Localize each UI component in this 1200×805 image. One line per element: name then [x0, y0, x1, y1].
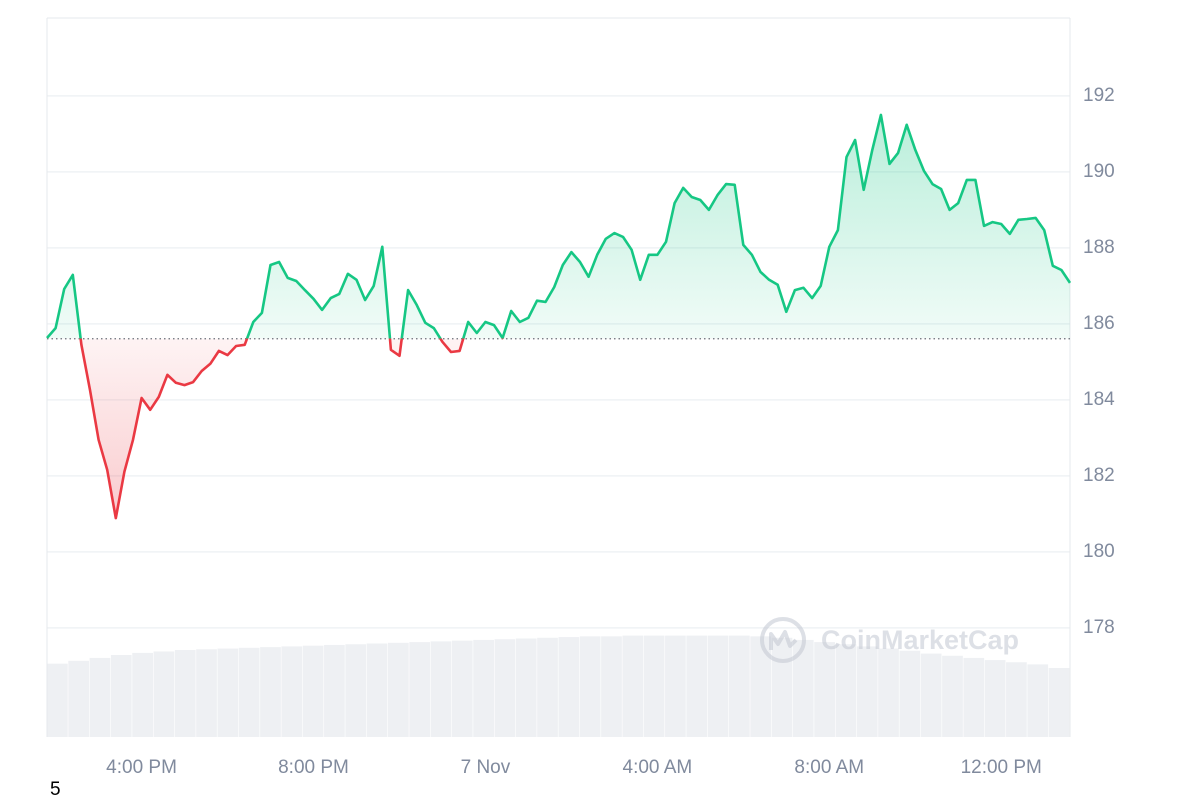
x-tick-label: 8:00 PM: [278, 757, 349, 778]
watermark-logo: [769, 630, 798, 650]
volume-bar: [963, 657, 985, 737]
volume-bar: [430, 641, 452, 737]
volume-bar: [89, 657, 111, 737]
volume-bar: [686, 635, 708, 737]
volume-bar: [707, 635, 729, 737]
y-tick-label: 184: [1083, 389, 1115, 410]
volume-bar: [622, 635, 644, 737]
x-tick-label: 4:00 AM: [623, 757, 693, 778]
y-tick-label: 188: [1083, 237, 1115, 258]
y-tick-label: 192: [1083, 85, 1115, 106]
volume-bar: [260, 647, 281, 737]
volume-bar: [1027, 664, 1049, 737]
volume-bar: [153, 651, 175, 737]
volume-bar: [558, 637, 580, 737]
x-tick-label: 4:00 PM: [106, 757, 177, 778]
volume-bar: [878, 648, 899, 737]
volume-bar: [814, 642, 835, 737]
volume-bar: [729, 635, 750, 737]
volume-bar: [451, 640, 473, 737]
volume-bar: [792, 639, 814, 737]
volume-bar: [68, 660, 90, 737]
volume-bar: [473, 639, 494, 737]
volume-bar: [1048, 667, 1070, 737]
volume-bar: [238, 647, 260, 737]
volume-bar: [132, 652, 153, 737]
x-tick-label: 8:00 AM: [794, 757, 864, 778]
volume-bar: [643, 635, 665, 737]
volume-bar: [302, 645, 324, 737]
plot-layer: [46, 113, 1072, 520]
volume-bar: [537, 637, 558, 737]
volume-bar: [515, 638, 537, 737]
y-tick-label: 186: [1083, 313, 1115, 334]
volume-bar: [174, 650, 196, 737]
watermark-logo: [760, 617, 806, 663]
volume-bar: [835, 644, 857, 737]
volume-bar: [579, 636, 601, 737]
y-tick-label: 180: [1083, 541, 1115, 562]
price-line: [46, 113, 1072, 520]
volume-bar: [920, 653, 942, 737]
volume-bar: [409, 642, 431, 737]
volume-bar: [771, 637, 793, 737]
y-tick-label: 182: [1083, 465, 1115, 486]
volume-bar: [1006, 662, 1027, 737]
volume-bar: [366, 643, 388, 737]
volume-bar: [984, 660, 1006, 737]
volume-bar: [47, 663, 68, 737]
volume-bar: [856, 646, 878, 737]
area: [47, 114, 1070, 519]
volume-bar: [601, 636, 622, 737]
y-tick-label: 190: [1083, 161, 1115, 182]
volume-bar: [942, 655, 963, 737]
volume-bar: [217, 648, 239, 737]
volume-bar: [665, 635, 686, 737]
volume-bar: [345, 644, 367, 737]
volume-bar: [750, 636, 772, 737]
watermark-text: CoinMarketCap: [821, 625, 1019, 655]
volume-bar: [281, 646, 303, 737]
volume-layer: [47, 635, 1070, 737]
x-tick-label: 7 Nov: [461, 757, 511, 778]
volume-bar: [196, 649, 217, 737]
x-tick-label: 12:00 PM: [961, 757, 1042, 778]
volume-bar: [494, 639, 516, 737]
grid-layer: 178 180 182 184 186 188 190 192 4:00 PM 8:00 PM 7 …: [47, 85, 1115, 778]
volume-bar: [110, 655, 132, 737]
watermark: CoinMarketCap: [760, 617, 1019, 663]
y-tick-label: 178: [1083, 617, 1115, 638]
corner-label: 5: [50, 779, 61, 800]
volume-bar: [324, 644, 345, 737]
volume-bar: [388, 642, 409, 737]
volume-bar: [899, 650, 921, 737]
